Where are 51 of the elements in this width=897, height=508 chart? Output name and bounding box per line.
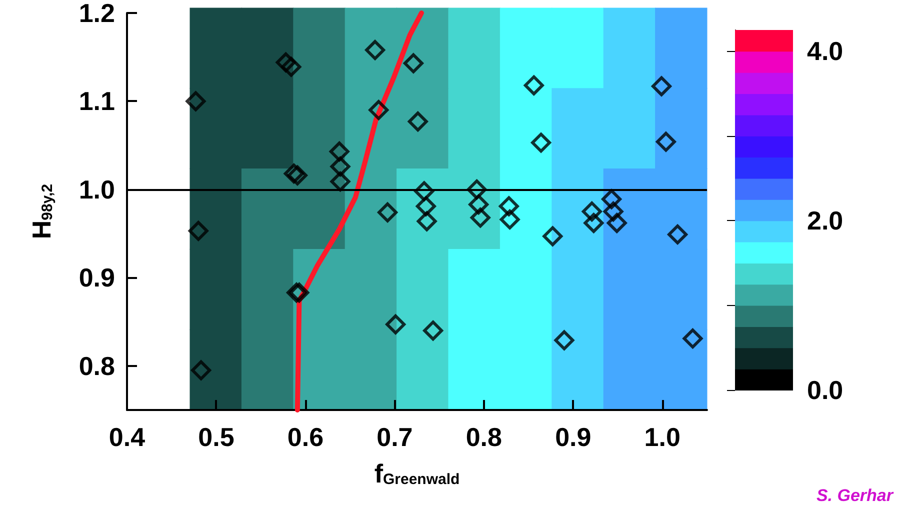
point: [416, 211, 437, 232]
point: [606, 212, 627, 233]
point: [330, 172, 350, 192]
x-tick-label: 0.7: [376, 422, 413, 452]
y-tick-label: 0.9: [78, 262, 115, 293]
point: [287, 165, 308, 186]
point: [500, 209, 520, 230]
point: [329, 142, 350, 162]
point: [414, 181, 434, 202]
color-bar-label: 4.0: [807, 36, 844, 66]
color-bar-label: 2.0: [807, 206, 844, 236]
point: [186, 91, 206, 112]
point: [603, 202, 624, 222]
point: [386, 314, 406, 334]
x-tick-label: 0.8: [466, 422, 502, 452]
y-tick-label: 0.8: [78, 350, 115, 381]
point: [651, 76, 672, 96]
y-axis-title: H98y,2: [26, 184, 56, 240]
point: [531, 132, 552, 153]
point: [378, 202, 398, 222]
y-tick-label: 1.1: [78, 86, 115, 116]
y-tick-label: 1.0: [78, 174, 115, 204]
text: S. Gerhar: [816, 486, 894, 505]
point: [682, 328, 703, 349]
point: [276, 52, 296, 72]
x-tick-label: 0.4: [108, 422, 146, 452]
point: [582, 202, 602, 222]
x-axis-title: fGreenwald: [374, 458, 460, 488]
point: [554, 330, 574, 350]
x-tick-label: 0.9: [555, 422, 592, 452]
point: [584, 212, 604, 233]
point: [656, 132, 676, 152]
x-tick-label: 0.5: [198, 422, 234, 452]
point: [668, 224, 688, 244]
y-tick-label: 1.2: [78, 0, 115, 28]
point: [284, 164, 304, 184]
point: [191, 360, 212, 380]
point: [498, 196, 519, 216]
point: [330, 156, 350, 177]
point: [403, 53, 424, 74]
point: [368, 100, 389, 120]
color-bar-label: 0.0: [807, 375, 844, 405]
point: [188, 220, 208, 241]
x-tick-label: 1.0: [644, 422, 680, 452]
point: [466, 179, 487, 200]
point: [542, 226, 563, 246]
point: [524, 75, 544, 96]
point: [602, 189, 622, 210]
point: [281, 56, 302, 77]
point: [423, 320, 444, 341]
x-tick-label: 0.6: [287, 422, 324, 452]
